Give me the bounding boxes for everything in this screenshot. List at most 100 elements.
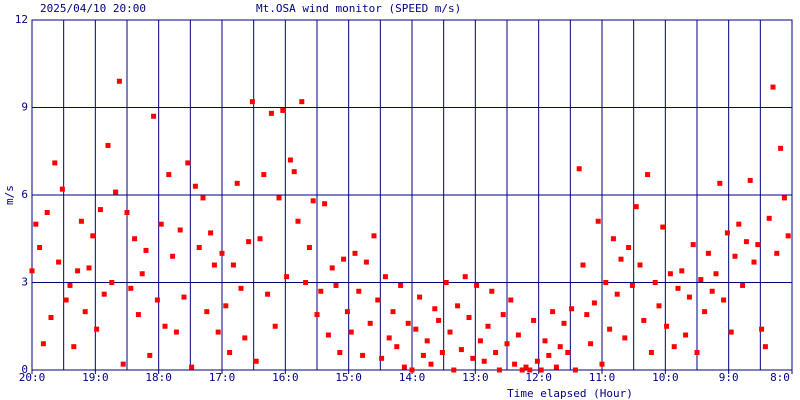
point xyxy=(356,288,362,294)
point xyxy=(432,306,438,312)
point xyxy=(272,323,278,329)
point xyxy=(318,288,324,294)
point xyxy=(44,210,50,215)
point xyxy=(291,169,297,175)
point xyxy=(732,253,738,259)
point xyxy=(728,329,734,335)
point xyxy=(595,218,601,224)
point xyxy=(781,195,787,201)
point xyxy=(683,332,689,338)
point xyxy=(135,312,141,318)
point xyxy=(29,268,35,274)
point xyxy=(78,218,84,224)
point xyxy=(234,180,240,186)
point xyxy=(633,204,639,210)
point xyxy=(770,84,776,90)
point xyxy=(462,274,468,280)
point xyxy=(113,189,119,195)
point xyxy=(287,157,293,163)
point xyxy=(603,280,609,285)
point xyxy=(436,317,442,323)
point xyxy=(325,332,331,338)
point xyxy=(215,329,221,335)
point xyxy=(360,352,366,358)
point xyxy=(341,256,347,262)
point xyxy=(724,230,730,236)
x-tick-label: 11:0 xyxy=(589,371,616,384)
point xyxy=(257,236,263,242)
point xyxy=(420,352,426,358)
point xyxy=(63,297,69,303)
point xyxy=(143,247,149,253)
point xyxy=(390,309,396,315)
point xyxy=(344,309,350,315)
point xyxy=(485,323,491,329)
point xyxy=(398,282,404,288)
point xyxy=(443,280,449,285)
point xyxy=(375,297,381,303)
point xyxy=(561,320,567,326)
point xyxy=(295,218,301,224)
point xyxy=(439,350,445,355)
point xyxy=(694,350,700,355)
point xyxy=(86,265,92,271)
point xyxy=(71,344,77,350)
point xyxy=(588,341,594,347)
point xyxy=(139,271,145,277)
point xyxy=(192,183,198,189)
point xyxy=(451,367,457,373)
point xyxy=(690,242,696,248)
point xyxy=(686,294,692,300)
point xyxy=(618,256,624,262)
point xyxy=(170,253,176,259)
point xyxy=(580,262,586,268)
x-tick-label: 12:0 xyxy=(525,371,552,384)
point xyxy=(177,227,183,233)
point xyxy=(743,239,749,245)
point xyxy=(534,358,540,364)
x-tick-label: 19:0 xyxy=(82,371,109,384)
point xyxy=(101,291,107,297)
point xyxy=(417,294,423,300)
point xyxy=(401,364,407,370)
x-tick-label: 9:0 xyxy=(719,371,739,384)
point xyxy=(147,352,153,358)
point xyxy=(500,312,506,318)
point xyxy=(466,315,472,320)
point xyxy=(56,259,62,265)
point xyxy=(59,186,65,192)
point xyxy=(664,323,670,329)
point xyxy=(82,309,88,315)
point xyxy=(759,326,765,332)
point xyxy=(265,291,271,297)
point xyxy=(314,312,320,318)
point xyxy=(626,245,632,250)
point xyxy=(394,344,400,350)
y-tick-label: 12 xyxy=(15,13,28,26)
y-tick-label: 3 xyxy=(21,276,28,289)
point xyxy=(679,268,685,274)
point xyxy=(709,288,715,294)
point xyxy=(333,282,339,288)
point xyxy=(614,291,620,297)
point xyxy=(705,250,711,256)
x-tick-label: 18:0 xyxy=(145,371,172,384)
point xyxy=(128,285,134,291)
point xyxy=(211,262,217,268)
point xyxy=(166,172,172,178)
point xyxy=(565,350,571,355)
point xyxy=(523,364,529,370)
point xyxy=(576,166,582,172)
point xyxy=(268,110,274,116)
point xyxy=(352,250,358,256)
point xyxy=(698,277,704,283)
point xyxy=(409,367,415,373)
x-tick-label: 8:0 xyxy=(770,371,790,384)
point xyxy=(785,233,791,239)
point xyxy=(303,280,309,285)
x-tick-label: 16:0 xyxy=(272,371,299,384)
point xyxy=(675,285,681,291)
point xyxy=(405,320,411,326)
x-tick-label: 13:0 xyxy=(462,371,489,384)
